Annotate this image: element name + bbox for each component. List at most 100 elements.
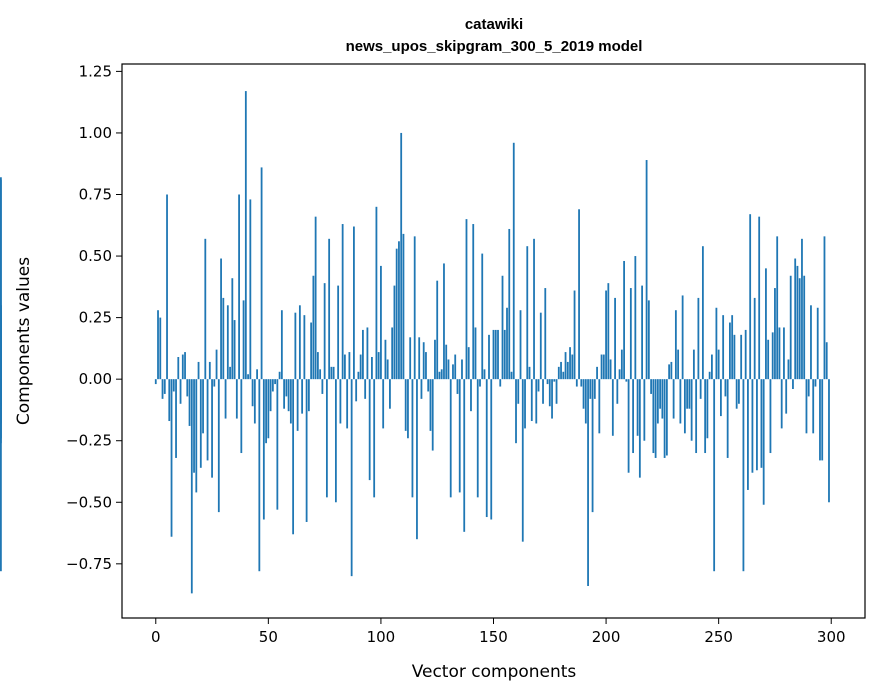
bar-component-261 bbox=[742, 379, 745, 572]
bar-component-234 bbox=[681, 295, 684, 380]
bar-component-121 bbox=[427, 379, 430, 392]
bar-component-34 bbox=[231, 278, 234, 380]
bar-component-3 bbox=[161, 379, 164, 399]
bar-component-174 bbox=[546, 379, 549, 385]
bar-component-181 bbox=[562, 371, 565, 380]
bar-component-102 bbox=[384, 339, 387, 380]
bar-component-292 bbox=[812, 379, 815, 434]
bar-component-64 bbox=[298, 305, 301, 380]
bar-component-108 bbox=[398, 241, 400, 380]
bar-component-208 bbox=[623, 260, 625, 380]
bar-component-65 bbox=[301, 379, 304, 414]
y-tick-label: −0.75 bbox=[66, 555, 112, 573]
bar-component-257 bbox=[733, 334, 736, 380]
chart-title: catawiki bbox=[465, 16, 523, 33]
bar-component-222 bbox=[654, 379, 657, 458]
bar-component-114 bbox=[411, 379, 414, 498]
bar-component-164 bbox=[524, 379, 526, 429]
y-tick-label: 0.25 bbox=[79, 309, 112, 327]
x-tick-label: 300 bbox=[817, 628, 846, 646]
bar-component-239 bbox=[692, 349, 695, 380]
bar-component-72 bbox=[316, 352, 319, 380]
bar-component-20 bbox=[199, 379, 202, 468]
x-tick-label: 0 bbox=[151, 628, 161, 646]
bar-component-267 bbox=[756, 379, 758, 471]
bar-component-46 bbox=[258, 379, 261, 572]
bar-component-284 bbox=[794, 258, 797, 380]
bar-component-200 bbox=[605, 290, 607, 380]
y-axis-label: Components values bbox=[14, 257, 34, 425]
bar-component-47 bbox=[260, 167, 263, 380]
bar-component-127 bbox=[440, 369, 443, 380]
bar-component-113 bbox=[409, 337, 412, 380]
x-tick-label: 250 bbox=[704, 628, 733, 646]
bar-component-33 bbox=[229, 366, 231, 380]
bar-component-53 bbox=[274, 379, 276, 385]
y-tick-label: 0.75 bbox=[79, 185, 112, 203]
bar-component-170 bbox=[537, 379, 540, 392]
bar-component-160 bbox=[515, 379, 517, 444]
bar-component-5 bbox=[166, 194, 168, 380]
bar-component-231 bbox=[674, 310, 677, 380]
bar-component-39 bbox=[242, 300, 245, 380]
bar-component-28 bbox=[217, 379, 220, 513]
bar-component-112 bbox=[407, 379, 409, 439]
bar-component-286 bbox=[798, 278, 801, 380]
bar-component-246 bbox=[708, 371, 711, 380]
bar-component-190 bbox=[582, 379, 585, 409]
bar-component-126 bbox=[438, 371, 441, 380]
bar-component-296 bbox=[821, 379, 824, 461]
bar-component-245 bbox=[706, 379, 709, 439]
bar-component-122 bbox=[429, 379, 432, 431]
bar-component-29 bbox=[220, 258, 222, 380]
bar-component-201 bbox=[607, 283, 610, 380]
y-tick-label: 1.25 bbox=[79, 62, 112, 80]
bar-component-69 bbox=[310, 322, 313, 380]
bar-component-223 bbox=[656, 379, 659, 424]
bar-component-14 bbox=[186, 379, 189, 397]
bar-component-17 bbox=[193, 379, 195, 473]
bar-component-299 bbox=[828, 379, 830, 503]
bar-component-253 bbox=[724, 379, 727, 397]
y-tick-label: 0.00 bbox=[79, 370, 112, 388]
bar-component-143 bbox=[476, 379, 479, 498]
bar-component-52 bbox=[271, 379, 274, 392]
bar-component-140 bbox=[470, 379, 472, 412]
bar-component-10 bbox=[177, 357, 180, 380]
bar-component-109 bbox=[400, 132, 403, 380]
bar-component-80 bbox=[334, 379, 337, 503]
bar-component-22 bbox=[204, 238, 207, 380]
bar-component-226 bbox=[663, 379, 666, 458]
bar-component-60 bbox=[289, 379, 292, 424]
bar-component-227 bbox=[665, 379, 668, 456]
bar-component-131 bbox=[449, 379, 452, 498]
bar-component-78 bbox=[330, 366, 333, 380]
bar-component-219 bbox=[647, 300, 650, 380]
bar-component-291 bbox=[810, 305, 812, 380]
bar-component-13 bbox=[184, 352, 186, 380]
bar-component-9 bbox=[175, 379, 177, 458]
bar-component-55 bbox=[278, 371, 281, 380]
bar-component-217 bbox=[643, 379, 646, 441]
ticks-layer: 0 50 100 150 200 250 300 −0.75 −0.50 −0.25 0.00 0.2… bbox=[66, 62, 846, 646]
bar-component-54 bbox=[276, 379, 279, 510]
bar-component-116 bbox=[416, 379, 418, 540]
bar-component-290 bbox=[807, 379, 810, 397]
bar-component-96 bbox=[371, 357, 373, 380]
bar-component-209 bbox=[625, 379, 628, 382]
bar-component-110 bbox=[402, 233, 405, 380]
bar-component-297 bbox=[823, 236, 826, 380]
bar-component-93 bbox=[364, 379, 367, 399]
bar-component-175 bbox=[548, 379, 551, 407]
bar-component-79 bbox=[332, 366, 335, 380]
bar-component-216 bbox=[641, 285, 643, 380]
bar-component-215 bbox=[638, 379, 641, 478]
bar-component-15 bbox=[188, 379, 191, 426]
bar-component-137 bbox=[463, 379, 466, 532]
bar-component-250 bbox=[717, 349, 720, 380]
bar-component-57 bbox=[283, 379, 286, 409]
bar-component-156 bbox=[506, 307, 508, 380]
bar-component-4 bbox=[163, 379, 166, 394]
bar-component-275 bbox=[774, 288, 776, 380]
